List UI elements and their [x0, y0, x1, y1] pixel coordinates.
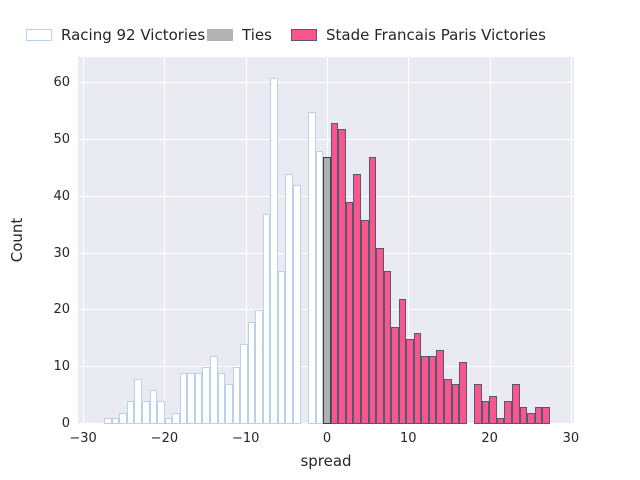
- stade-francais-swatch: [291, 29, 317, 41]
- y-tick-label: 20: [53, 302, 70, 318]
- histogram-bar: [270, 77, 278, 424]
- histogram-bar: [368, 157, 377, 424]
- histogram-bar: [428, 355, 437, 424]
- histogram-bar: [285, 174, 294, 424]
- x-tick-label: −10: [231, 431, 260, 446]
- racing-92-swatch: [26, 29, 52, 41]
- histogram-bar: [511, 384, 520, 424]
- histogram-bar: [504, 401, 512, 424]
- gridline-vertical: [164, 57, 166, 424]
- histogram-bar: [330, 122, 339, 424]
- y-tick-label: 10: [53, 359, 70, 375]
- gridline-vertical: [83, 57, 85, 424]
- histogram-bar: [157, 401, 165, 424]
- x-tick-label: 0: [322, 431, 332, 446]
- gridline-vertical: [489, 57, 491, 424]
- histogram-bar: [383, 270, 392, 424]
- x-tick-label: −20: [150, 431, 179, 446]
- histogram-bar: [164, 418, 173, 424]
- histogram-bar: [240, 344, 248, 424]
- histogram-bar: [104, 418, 112, 424]
- histogram-bar: [323, 157, 331, 424]
- gridline-horizontal: [78, 139, 574, 140]
- x-tick-label: 10: [400, 431, 417, 446]
- histogram-bar: [534, 406, 543, 424]
- histogram-bar: [360, 219, 369, 424]
- histogram-bar: [217, 372, 226, 424]
- histogram-bar: [376, 247, 384, 424]
- histogram-bar: [459, 361, 467, 424]
- histogram-bar: [111, 418, 120, 424]
- x-axis-label: spread: [300, 452, 352, 470]
- histogram-bar: [413, 333, 422, 424]
- histogram-bar: [489, 395, 497, 424]
- histogram-bar: [293, 185, 301, 424]
- histogram-bar: [481, 401, 490, 424]
- histogram-bar: [496, 418, 505, 424]
- histogram-bar: [262, 213, 271, 424]
- histogram-bar: [172, 412, 180, 424]
- histogram-bar: [209, 355, 218, 424]
- histogram-bar: [247, 321, 256, 424]
- histogram-bar: [194, 372, 203, 424]
- histogram-bar: [232, 367, 241, 424]
- y-tick-label: 40: [53, 188, 70, 204]
- histogram-bar: [142, 401, 150, 424]
- plot-area: [78, 57, 574, 424]
- histogram-bar: [126, 401, 135, 424]
- histogram-bar: [315, 151, 324, 424]
- x-tick-label: 20: [481, 431, 498, 446]
- histogram-bar: [202, 367, 210, 424]
- gridline-horizontal: [78, 82, 574, 84]
- histogram-bar: [421, 355, 429, 424]
- histogram-bar: [474, 384, 482, 424]
- histogram-bar: [436, 350, 445, 424]
- histogram-bar: [451, 384, 460, 424]
- histogram-bar: [345, 202, 354, 424]
- histogram-bar: [406, 338, 414, 424]
- gridline-vertical: [245, 57, 247, 424]
- y-tick-label: 30: [53, 245, 70, 261]
- histogram-bar: [277, 270, 286, 424]
- histogram-bar: [444, 378, 452, 424]
- histogram-bar: [353, 174, 361, 424]
- gridline-vertical: [408, 57, 410, 424]
- legend-label: Ties: [242, 26, 272, 44]
- histogram-bar: [179, 372, 188, 424]
- y-tick-label: 60: [53, 75, 70, 91]
- histogram-bar: [308, 111, 316, 424]
- histogram-bar: [519, 406, 528, 424]
- histogram-bar: [527, 412, 535, 424]
- y-tick-label: 0: [61, 416, 70, 431]
- histogram-bar: [187, 372, 195, 424]
- histogram-bar: [225, 384, 233, 424]
- histogram-bar: [542, 406, 550, 424]
- ties-swatch: [207, 29, 233, 41]
- legend-label: Stade Francais Paris Victories: [326, 26, 546, 44]
- histogram-bar: [255, 310, 263, 424]
- histogram-bar: [134, 378, 143, 424]
- x-tick-label: 30: [562, 431, 580, 446]
- histogram-bar: [338, 128, 346, 424]
- legend-label: Racing 92 Victories: [61, 26, 206, 44]
- histogram-bar: [119, 412, 127, 424]
- gridline-vertical: [570, 57, 572, 424]
- histogram-bar: [149, 389, 158, 424]
- y-tick-label: 50: [53, 132, 70, 147]
- histogram-bar: [391, 327, 399, 424]
- x-tick-label: −30: [69, 431, 97, 446]
- histogram-bar: [398, 299, 407, 424]
